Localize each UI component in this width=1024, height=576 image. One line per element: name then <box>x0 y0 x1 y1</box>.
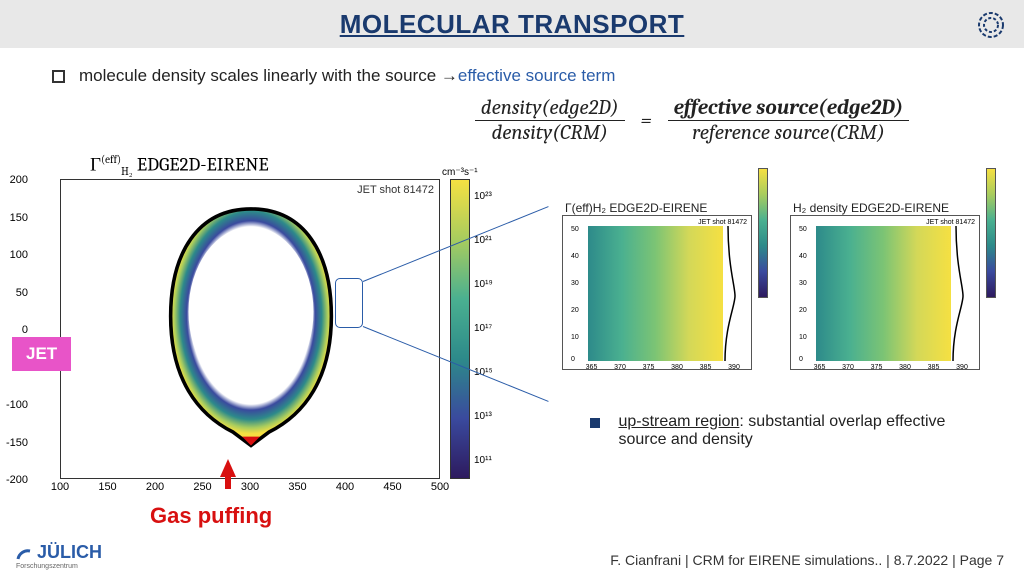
julich-arc-icon <box>16 545 32 561</box>
curve-icon <box>951 226 971 361</box>
jet-badge: JET <box>12 337 71 371</box>
julich-logo: JÜLICH Forschungszentrum <box>16 542 102 570</box>
curve-icon <box>723 226 743 361</box>
subplot-1: JET shot 81472 50 40 30 20 10 0 365 370 … <box>562 215 752 370</box>
eq-lhs-den: density(CRM) <box>485 121 613 145</box>
subplot1-colorbar <box>758 168 768 298</box>
shot-label: JET shot 81472 <box>357 184 434 196</box>
eq-sign: = <box>641 109 652 133</box>
colorbar <box>450 179 470 479</box>
slide-title: MOLECULAR TRANSPORT <box>340 9 685 40</box>
note: up-stream region: substantial overlap ef… <box>590 413 990 449</box>
bullet-highlight: effective source term <box>458 66 615 86</box>
main-plot: JET shot 81472 <box>60 179 440 479</box>
arrow-stem <box>225 475 231 489</box>
institute-logo-icon <box>976 10 1006 40</box>
main-content: Γ(eff)H₂ EDGE2D-EIRENE JET shot 81472 20… <box>0 153 1024 553</box>
subplot1-title: Γ(eff)H₂ EDGE2D-EIRENE <box>565 201 707 215</box>
note-bullet-icon <box>590 418 600 428</box>
slide-header: MOLECULAR TRANSPORT <box>0 0 1024 48</box>
bullet-point: molecule density scales linearly with th… <box>52 66 1024 86</box>
main-plot-title: Γ(eff)H₂ EDGE2D-EIRENE <box>90 153 269 178</box>
note-underline: up-stream region <box>618 413 739 430</box>
subplot2-title: H₂ density EDGE2D-EIRENE <box>793 201 949 215</box>
subplot-2: JET shot 81472 50 40 30 20 10 0 365 370 … <box>790 215 980 370</box>
footer-text: F. Cianfrani | CRM for EIRENE simulation… <box>610 552 1004 568</box>
eq-rhs-den: reference source(CRM) <box>686 121 891 145</box>
equation: density(edge2D) density(CRM) = effective… <box>360 96 1024 145</box>
eq-lhs-num: density(edge2D) <box>475 96 625 120</box>
zoom-rectangle <box>335 278 363 328</box>
plasma-shape-icon <box>151 200 351 450</box>
bullet-square-icon <box>52 70 65 83</box>
eq-rhs-num: effective source(edge2D) <box>668 96 910 120</box>
subplot2-colorbar <box>986 168 996 298</box>
bullet-text: molecule density scales linearly with th… <box>79 66 458 86</box>
colorbar-unit: cm⁻³s⁻¹ <box>442 167 478 178</box>
gas-puffing-label: Gas puffing <box>150 503 272 529</box>
